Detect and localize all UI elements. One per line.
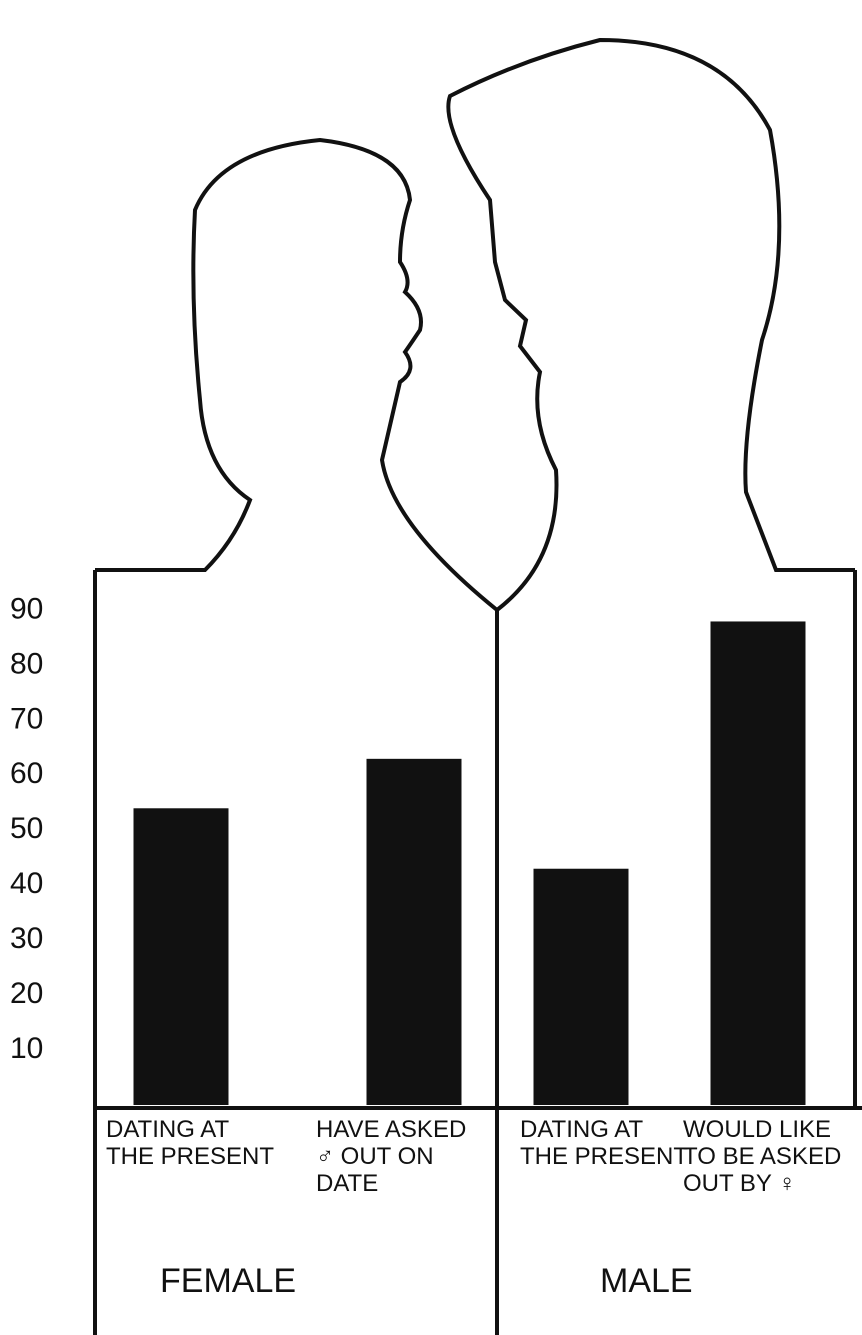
bar xyxy=(533,868,629,1105)
y-tick-label: 90 xyxy=(10,592,43,625)
y-tick-label: 30 xyxy=(10,922,43,955)
y-tick-label: 80 xyxy=(10,647,43,680)
group-label: MALE xyxy=(600,1262,693,1300)
y-tick-label: 70 xyxy=(10,702,43,735)
y-tick-label: 60 xyxy=(10,757,43,790)
group-label: FEMALE xyxy=(160,1262,297,1300)
y-tick-label: 50 xyxy=(10,812,43,845)
x-tick-label: DATING AT THE PRESENT xyxy=(106,1116,275,1170)
x-tick-label: HAVE ASKED ♂ OUT ON DATE xyxy=(316,1116,467,1197)
frame xyxy=(93,570,862,1335)
bar xyxy=(710,621,806,1105)
y-tick-label: 20 xyxy=(10,977,43,1010)
silhouettes xyxy=(95,37,855,612)
x-tick-label: DATING AT THE PRESENT xyxy=(520,1116,689,1170)
bar xyxy=(366,758,462,1105)
female-silhouette xyxy=(95,137,499,612)
x-tick-label: WOULD LIKE TO BE ASKED OUT BY ♀ xyxy=(683,1116,842,1197)
male-silhouette xyxy=(446,37,855,612)
bar xyxy=(133,808,229,1105)
y-tick-label: 10 xyxy=(10,1032,43,1065)
y-tick-label: 40 xyxy=(10,867,43,900)
